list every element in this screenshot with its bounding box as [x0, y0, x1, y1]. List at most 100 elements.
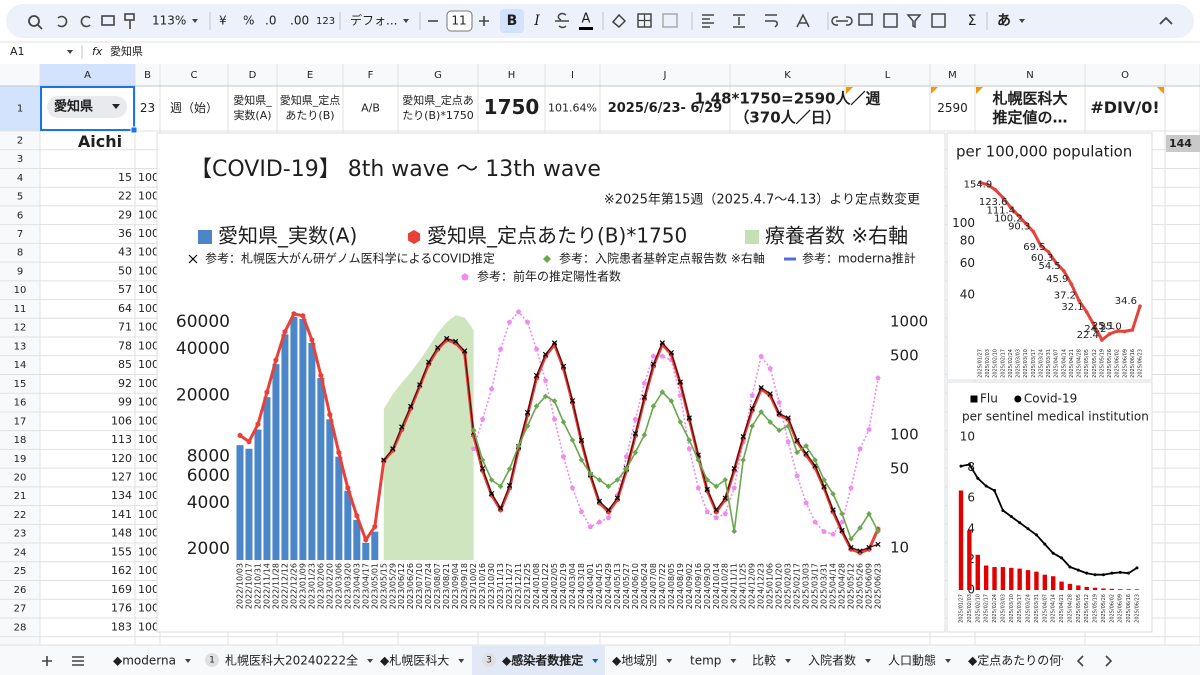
fill-color-icon[interactable]: [611, 13, 627, 29]
column-letter[interactable]: G: [434, 70, 442, 81]
sheet-tab[interactable]: ◆札幌医科大: [380, 653, 449, 668]
column-letter[interactable]: I: [571, 70, 574, 81]
percent-button[interactable]: %: [243, 14, 254, 28]
rotate-icon[interactable]: [796, 13, 810, 28]
column-letter[interactable]: J: [663, 70, 667, 81]
row-number[interactable]: 28: [14, 622, 27, 633]
row-number[interactable]: 20: [14, 473, 27, 484]
scroll-right[interactable]: [1105, 655, 1113, 667]
column-letter[interactable]: N: [1026, 70, 1033, 81]
number-format[interactable]: 123: [316, 16, 335, 27]
wrap-icon[interactable]: [765, 14, 778, 28]
cell-f1[interactable]: A/B: [361, 102, 380, 115]
zoom[interactable]: 113%: [152, 14, 186, 28]
column-letter[interactable]: M: [948, 70, 957, 81]
functions-button[interactable]: Σ: [968, 13, 977, 29]
undo-icon[interactable]: [57, 15, 68, 28]
row-number[interactable]: 15: [14, 379, 27, 390]
cell-n1[interactable]: 推定値の…: [992, 109, 1067, 127]
redo-icon[interactable]: [80, 15, 91, 28]
sheet-tab[interactable]: 札幌医科大20240222全: [225, 653, 358, 668]
column-letter[interactable]: H: [508, 70, 516, 81]
column-letter[interactable]: O: [1121, 70, 1129, 81]
column-letter[interactable]: F: [368, 70, 374, 81]
row-number[interactable]: 1: [17, 104, 23, 115]
filter-icon[interactable]: [906, 14, 922, 29]
row-number[interactable]: 22: [14, 510, 27, 521]
row-number[interactable]: 7: [17, 229, 23, 240]
cell-j1[interactable]: 2025/6/23- 6/29: [608, 101, 723, 116]
cell-n1[interactable]: 札幌医科大: [991, 90, 1067, 108]
row-number[interactable]: 23: [14, 529, 27, 540]
comment-icon[interactable]: [858, 13, 873, 26]
row-number[interactable]: 27: [14, 604, 27, 615]
sheet-tab[interactable]: ◆感染者数推定: [502, 653, 583, 668]
cell-k1[interactable]: 1.48*1750=2590人／週: [695, 90, 881, 108]
row-number[interactable]: 24: [14, 547, 27, 558]
column-letter[interactable]: D: [249, 70, 257, 81]
column-letter[interactable]: A: [84, 70, 91, 81]
row-number[interactable]: 18: [14, 435, 27, 446]
align-icon[interactable]: [702, 14, 714, 28]
input-tools-button[interactable]: あ: [997, 13, 1011, 29]
strikethrough-icon[interactable]: [555, 12, 569, 29]
row-number[interactable]: 21: [14, 491, 27, 502]
cell-b1[interactable]: 23: [140, 101, 155, 115]
row-number[interactable]: 12: [14, 323, 27, 334]
cell-o1[interactable]: #DIV/0!: [1090, 98, 1159, 117]
font-select[interactable]: デフォ...: [350, 13, 397, 28]
row-number[interactable]: 8: [17, 248, 23, 259]
cell-d1[interactable]: 実数(A): [233, 108, 271, 122]
chart-icon[interactable]: [883, 13, 898, 28]
cell-i1[interactable]: 101.64%: [548, 102, 597, 115]
print-icon[interactable]: [101, 15, 115, 26]
name-box[interactable]: A1: [10, 45, 25, 58]
row-number[interactable]: 13: [14, 341, 27, 352]
a1-value[interactable]: 愛知県: [54, 99, 93, 115]
column-letter[interactable]: K: [784, 70, 791, 81]
sheet-tab[interactable]: 入院者数: [808, 653, 856, 668]
column-letter[interactable]: E: [307, 70, 313, 81]
cell-d1[interactable]: 愛知県_: [233, 93, 272, 107]
decimal-increase[interactable]: .00: [290, 14, 309, 28]
search-icon[interactable]: [28, 15, 40, 27]
italic-button[interactable]: I: [533, 13, 540, 29]
row-number[interactable]: 11: [14, 304, 27, 315]
link-icon[interactable]: [831, 16, 853, 26]
row-number[interactable]: 9: [17, 266, 23, 277]
row-number[interactable]: 2: [17, 135, 23, 146]
collapse-toolbar[interactable]: [1159, 16, 1173, 25]
row-number[interactable]: 17: [14, 416, 27, 427]
filter-views-icon[interactable]: [931, 13, 946, 28]
column-letter[interactable]: C: [191, 70, 198, 81]
valign-icon[interactable]: [733, 14, 745, 28]
a1-chip[interactable]: [47, 96, 127, 118]
add-sheet[interactable]: [42, 656, 52, 666]
font-size[interactable]: 11: [451, 14, 466, 28]
cell-e1[interactable]: あたり(B): [285, 109, 334, 122]
row-number[interactable]: 19: [14, 454, 27, 465]
row-number[interactable]: 6: [17, 210, 23, 221]
font-size-plus[interactable]: [479, 16, 489, 26]
text-color-button[interactable]: A: [582, 12, 591, 27]
sheet-tab[interactable]: ◆moderna: [113, 654, 176, 668]
row-number[interactable]: 14: [14, 360, 27, 371]
all-sheets[interactable]: [72, 656, 84, 666]
cell-m1[interactable]: 2590: [937, 101, 968, 115]
cell-g1[interactable]: 愛知県_定点あ: [402, 93, 474, 107]
sheet-tab[interactable]: 人口動態: [888, 653, 936, 668]
formula-content[interactable]: 愛知県: [110, 44, 143, 58]
column-letter[interactable]: L: [885, 70, 891, 81]
decimal-decrease[interactable]: .0: [265, 14, 276, 28]
sheet-tab[interactable]: 比較: [752, 653, 776, 668]
column-letter[interactable]: B: [144, 70, 151, 81]
currency-button[interactable]: ¥: [219, 14, 227, 28]
row-number[interactable]: 4: [17, 173, 23, 184]
row-number[interactable]: 16: [14, 398, 27, 409]
sheet-tab[interactable]: temp: [690, 654, 721, 668]
row-number[interactable]: 26: [14, 585, 27, 596]
cell-c1[interactable]: 週（始）: [170, 101, 218, 115]
sheet-tab[interactable]: ◆定点あたりの何倍: [968, 653, 1073, 668]
bold-button[interactable]: B: [507, 13, 518, 29]
row-number[interactable]: 25: [14, 566, 27, 577]
